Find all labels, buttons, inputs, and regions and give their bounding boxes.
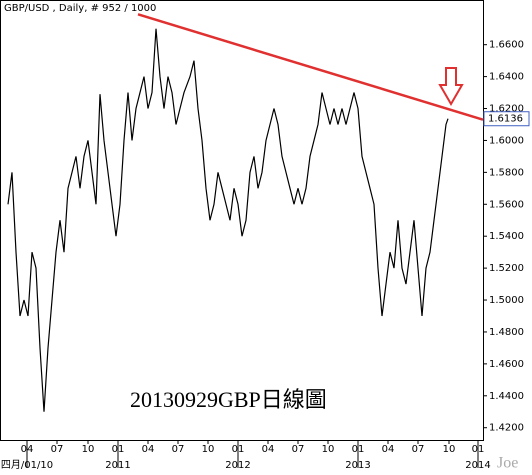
- x-major-label: 2013: [345, 460, 370, 471]
- x-major-label: 四月/01/10: [1, 459, 53, 471]
- x-tick-label: 07: [292, 444, 305, 455]
- trendline: [137, 13, 484, 121]
- y-tick-label: 1.4800: [489, 327, 524, 338]
- arrow-icon: [438, 67, 464, 106]
- x-major-label: 2014: [465, 460, 490, 471]
- y-tick-label: 1.6000: [489, 135, 524, 146]
- x-tick-label: 04: [262, 444, 275, 455]
- y-tick-label: 1.5800: [489, 167, 524, 178]
- x-tick-label: 04: [382, 444, 395, 455]
- x-tick-label: 10: [322, 444, 335, 455]
- y-tick-label: 1.5400: [489, 231, 524, 242]
- y-tick-label: 1.5200: [489, 263, 524, 274]
- last-price-box: [483, 111, 530, 127]
- last-price-label: 1.6136: [488, 114, 523, 125]
- y-tick-label: 1.6400: [489, 72, 524, 83]
- chart-title: GBP/USD , Daily, # 952 / 1000: [4, 3, 156, 14]
- x-tick-label: 07: [172, 444, 185, 455]
- y-tick-label: 1.5000: [489, 295, 524, 306]
- x-tick-label: 10: [82, 444, 95, 455]
- x-tick-label: 10: [443, 444, 456, 455]
- x-tick-label: 04: [142, 444, 155, 455]
- y-tick-label: 1.4600: [489, 359, 524, 370]
- y-tick-label: 1.4400: [489, 391, 524, 402]
- y-tick-label: 1.6600: [489, 40, 524, 51]
- y-tick-label: 1.6200: [489, 104, 524, 115]
- y-tick-label: 1.4200: [489, 423, 524, 434]
- watermark: Joe: [497, 455, 518, 472]
- plot-frame: [0, 0, 484, 441]
- annotation: 20130929GBP日線圖: [130, 387, 327, 412]
- x-tick-label: 07: [51, 444, 64, 455]
- price-line: [7, 28, 449, 412]
- x-major-label: 2012: [225, 460, 250, 471]
- x-major-label: 2011: [105, 460, 130, 471]
- y-tick-label: 1.5600: [489, 199, 524, 210]
- x-tick-label: 07: [412, 444, 425, 455]
- x-tick-label: 10: [202, 444, 215, 455]
